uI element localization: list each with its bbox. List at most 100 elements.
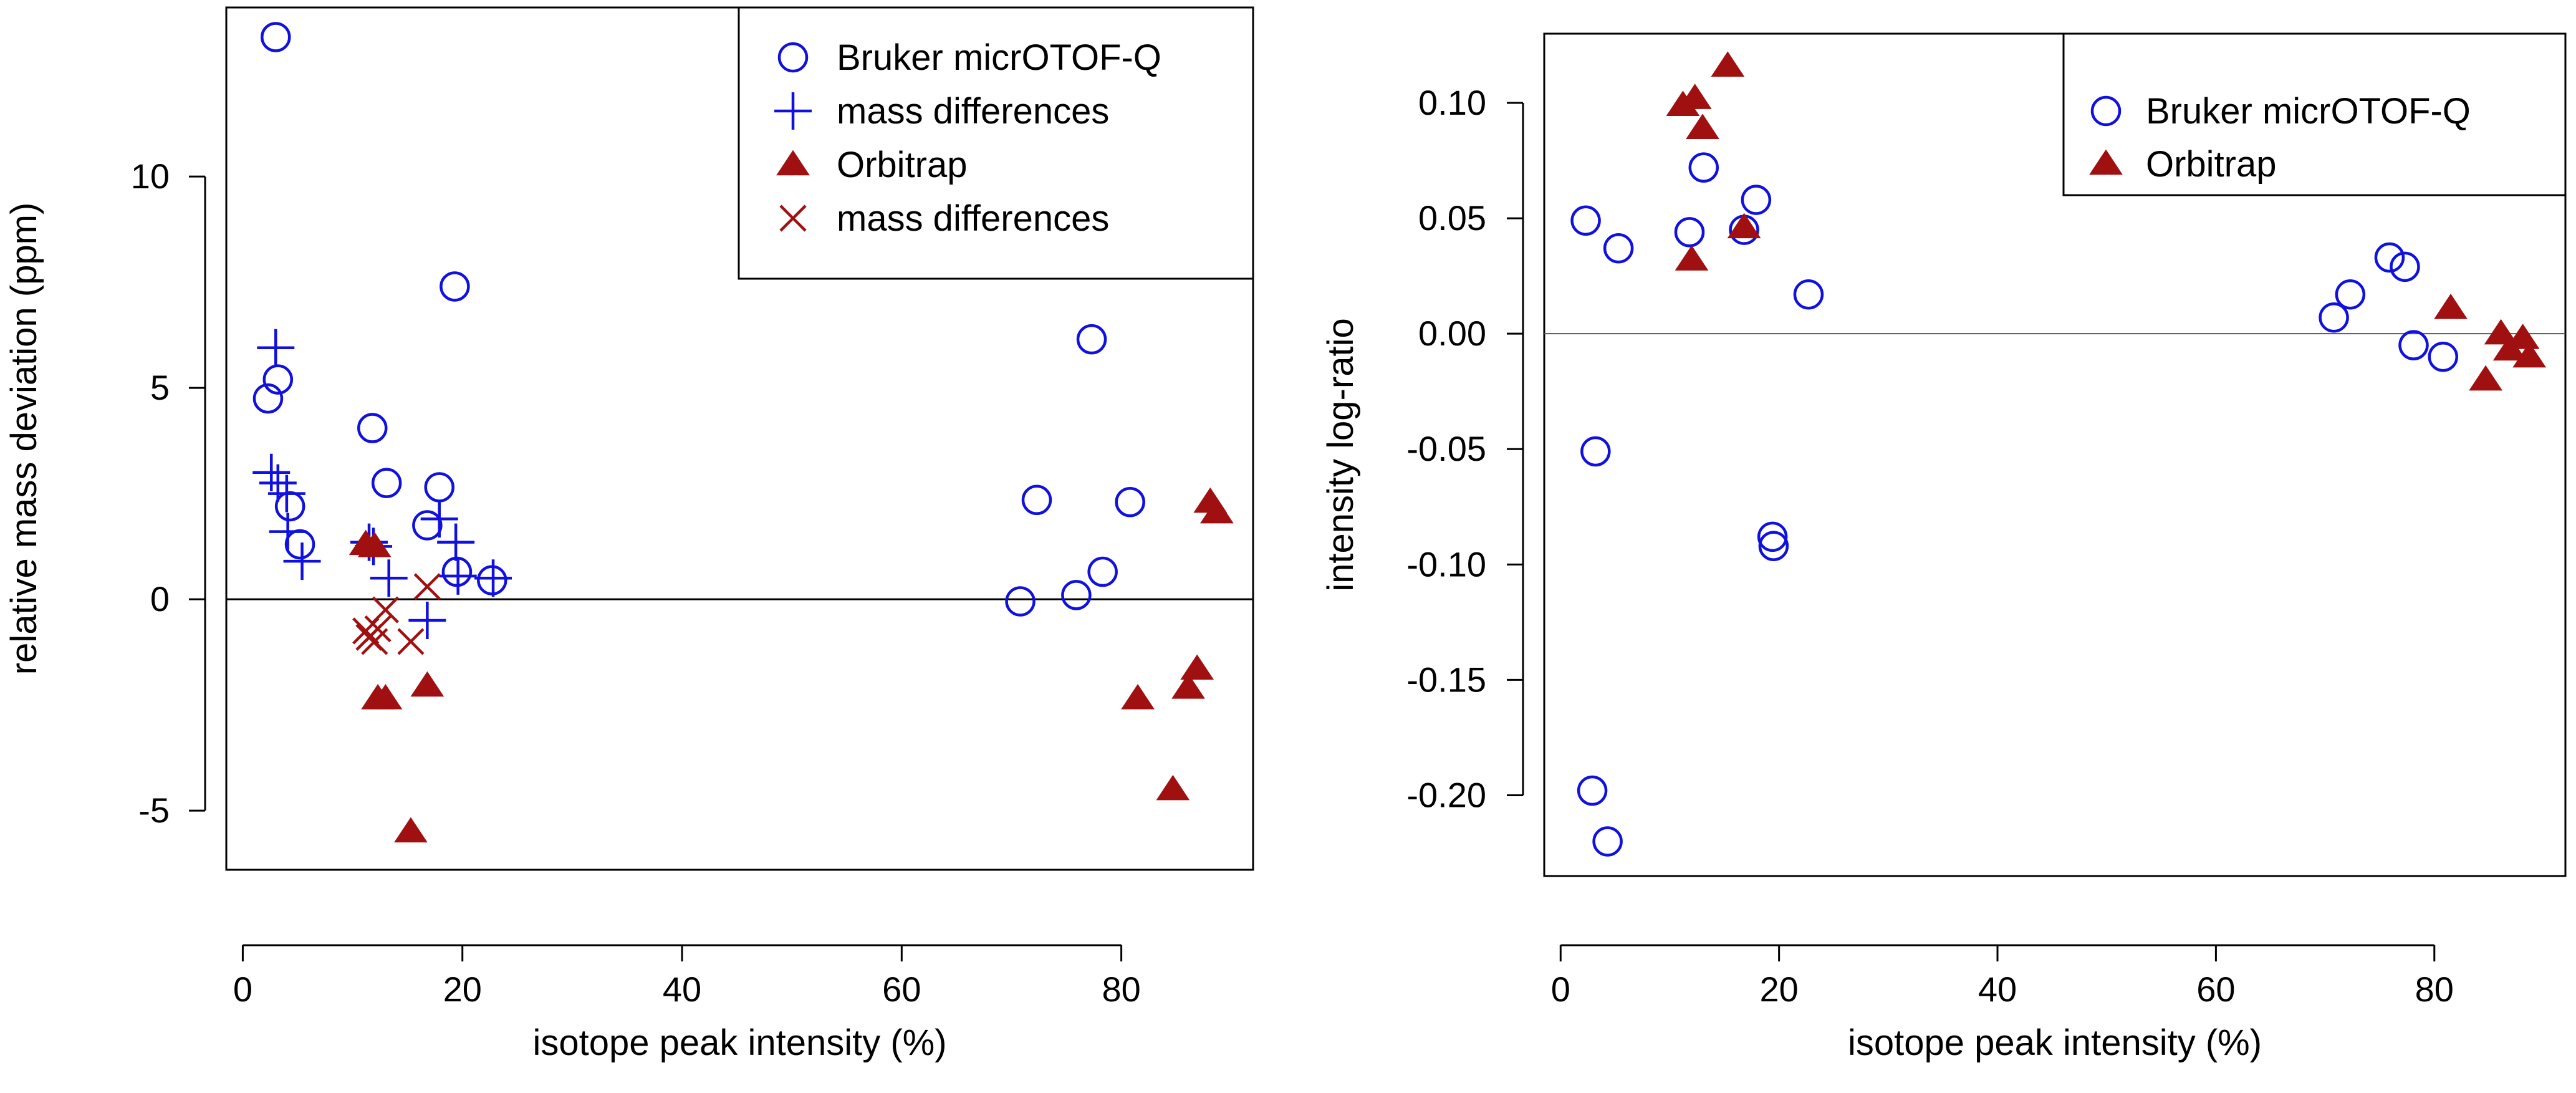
circle-data-point: [2374, 242, 2405, 273]
circle-data-point: [2398, 330, 2429, 360]
triangle-data-point: [1180, 654, 1214, 680]
triangle-data-point: [2434, 294, 2468, 319]
triangle-data-point: [368, 684, 403, 710]
legend-triangle-icon: [776, 150, 810, 176]
circle-data-point: [1592, 826, 1623, 857]
x-tick-label: 40: [663, 970, 701, 1009]
y-axis-title: relative mass deviation (ppm): [4, 203, 44, 675]
circle-data-point: [440, 271, 470, 302]
legend-entry-label: mass differences: [837, 198, 1109, 239]
legend-triangle-icon: [2089, 149, 2123, 175]
triangle-data-point: [1171, 673, 1205, 699]
y-tick-label: -0.15: [1406, 660, 1486, 699]
circle-data-point: [1603, 233, 1634, 264]
x-axis-title: isotope peak intensity (%): [1848, 1023, 2262, 1063]
circle-data-point: [1793, 279, 1824, 310]
triangle-data-point: [1678, 84, 1712, 109]
plus-data-point: [408, 602, 446, 640]
circle-data-point: [357, 413, 388, 443]
legend-entry-label: Bruker micrOTOF-Q: [2146, 91, 2471, 132]
y-tick-label: -0.20: [1406, 775, 1486, 814]
x-tick-label: 60: [2196, 970, 2235, 1009]
plus-data-point: [420, 500, 458, 538]
circle-data-point: [1061, 580, 1092, 610]
plus-data-point: [252, 453, 291, 491]
x-tick-label: 80: [1102, 970, 1140, 1009]
circle-data-point: [261, 22, 291, 52]
circle-data-point: [424, 472, 454, 503]
plus-data-point: [267, 474, 305, 513]
y-axis-title: intensity log-ratio: [1320, 318, 1361, 591]
legend-cross-icon: [779, 205, 807, 232]
circle-data-point: [371, 468, 402, 498]
plus-data-point: [259, 464, 297, 502]
triangle-data-point: [2512, 342, 2547, 368]
plus-data-point: [437, 523, 475, 561]
circle-data-point: [252, 383, 284, 414]
cross-data-point: [364, 615, 392, 643]
circle-data-point: [2335, 279, 2366, 310]
circle-data-point: [1577, 775, 1608, 806]
triangle-data-point: [394, 817, 428, 843]
circle-data-point: [412, 510, 443, 541]
circle-data-point: [284, 529, 315, 560]
triangle-data-point: [357, 531, 392, 557]
x-tick-label: 20: [1760, 970, 1799, 1009]
legend-circle-icon: [777, 42, 809, 73]
y-tick-label: 10: [131, 156, 170, 196]
intensity-log-ratio-chart: 0 20 40 60 80 -0.20 -0.15 -0.10 -0.05 0.00 0.05 0.1…: [1320, 32, 2567, 1063]
circle-data-point: [1757, 521, 1788, 552]
y-tick-label: 0.10: [1418, 83, 1486, 122]
triangle-data-point: [2469, 365, 2502, 391]
legend-entry-label: Orbitrap: [837, 145, 968, 185]
y-tick-label: 0.00: [1418, 314, 1486, 353]
legend-entry-label: Bruker micrOTOF-Q: [837, 37, 1161, 78]
plus-data-point: [370, 559, 408, 597]
triangle-data-point: [1121, 684, 1155, 710]
x-tick-label: 60: [882, 970, 921, 1009]
legend-box: [2062, 32, 2567, 196]
circle-data-point: [1674, 217, 1705, 248]
y-tick-label: -5: [138, 791, 170, 830]
circle-data-point: [1570, 205, 1601, 236]
circle-data-point: [1087, 556, 1118, 587]
plot-frame: [1543, 32, 2567, 877]
circle-data-point: [262, 364, 294, 395]
triangle-data-point: [1675, 245, 1709, 271]
circle-data-point: [1688, 152, 1719, 183]
triangle-data-point: [1711, 51, 1745, 77]
legend-circle-icon: [2090, 95, 2122, 127]
legend-box: [738, 6, 1254, 280]
x-tick-label: 80: [2415, 970, 2454, 1009]
circle-data-point: [1758, 531, 1789, 561]
triangle-data-point: [1686, 113, 1719, 139]
circle-data-point: [1005, 586, 1036, 617]
x-tick-label: 0: [1551, 970, 1570, 1009]
x-axis-title: isotope peak intensity (%): [532, 1023, 946, 1063]
y-tick-label: 0: [150, 579, 170, 619]
plus-data-point: [283, 542, 321, 580]
triangle-data-point: [2506, 324, 2540, 349]
cross-data-point: [397, 628, 425, 655]
x-tick-label: 40: [1978, 970, 2017, 1009]
circle-data-point: [2428, 341, 2459, 372]
y-tick-label: -0.10: [1406, 544, 1486, 584]
triangle-data-point: [1156, 774, 1190, 801]
cross-data-point: [413, 573, 441, 600]
x-tick-label: 0: [233, 970, 252, 1009]
triangle-data-point: [1727, 213, 1761, 239]
triangle-data-point: [1200, 498, 1234, 524]
y-tick-label: -0.05: [1406, 429, 1486, 468]
triangle-data-point: [410, 671, 445, 697]
legend-entry-label: mass differences: [837, 91, 1109, 132]
y-tick-label: 0.05: [1418, 198, 1486, 238]
mass-deviation-chart: 0 20 40 60 80 -5 0 5 10 isotope peak intensity (%…: [4, 6, 1254, 1063]
circle-data-point: [1021, 484, 1052, 516]
legend-entry-label: Orbitrap: [2146, 144, 2277, 185]
plus-data-point: [257, 329, 295, 367]
x-tick-label: 20: [443, 970, 482, 1009]
plus-data-point: [439, 557, 477, 595]
circle-data-point: [2390, 251, 2420, 282]
circle-data-point: [1580, 436, 1611, 467]
